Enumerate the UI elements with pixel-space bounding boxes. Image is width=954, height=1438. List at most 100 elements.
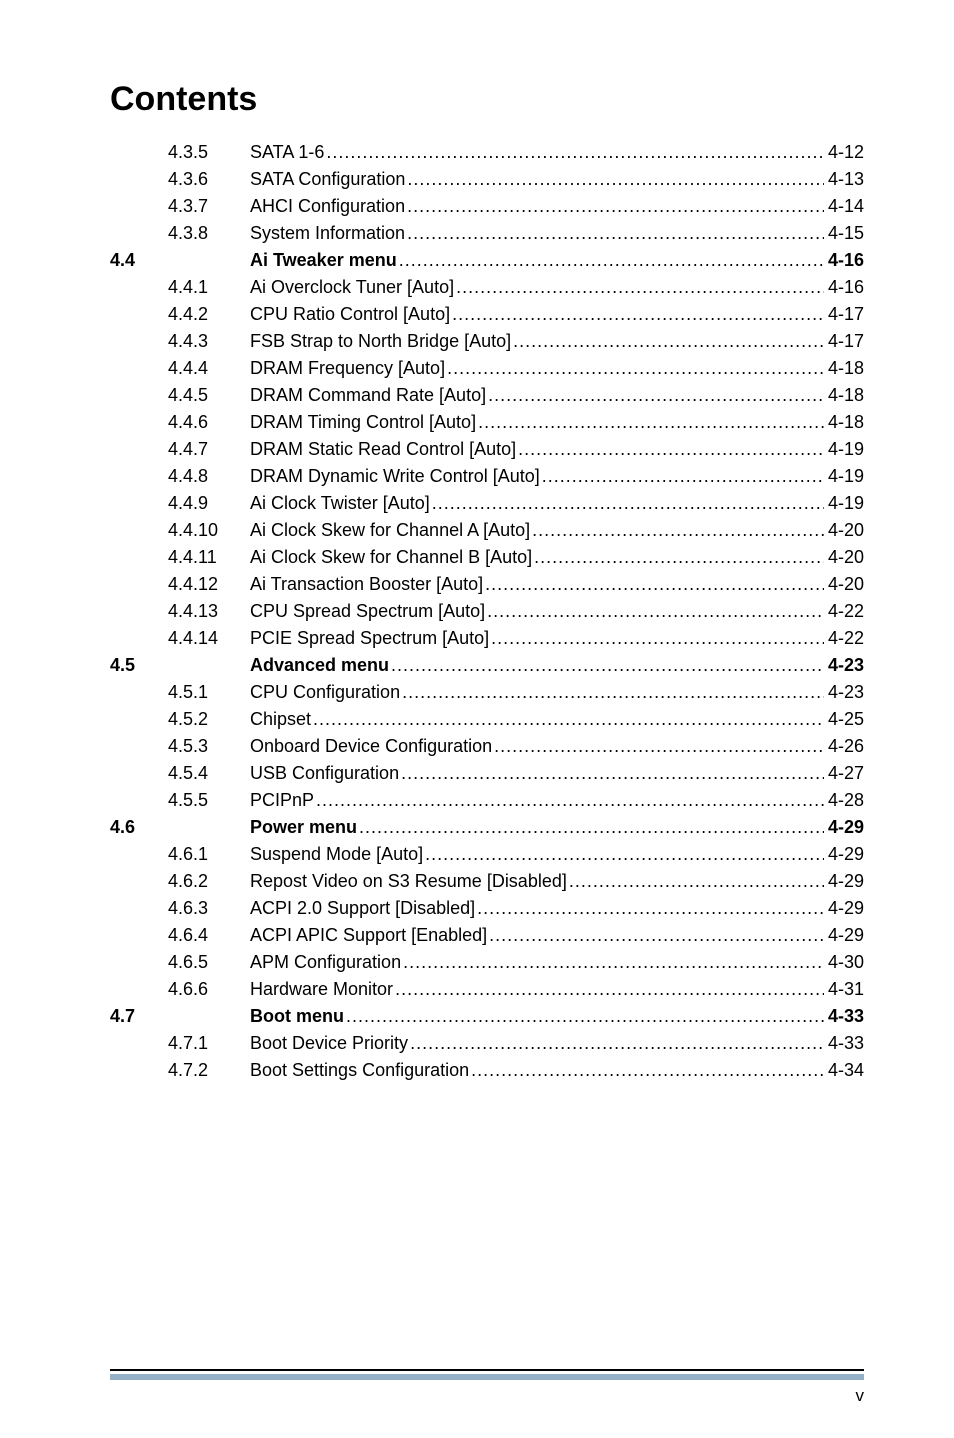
- toc-subsection-number: 4.3.7: [168, 197, 250, 215]
- toc-entry-label: APM Configuration: [250, 953, 401, 971]
- toc-leader-dots: [389, 656, 824, 674]
- toc-row: 4.6.3ACPI 2.0 Support [Disabled]4-29: [110, 899, 864, 917]
- toc-subsection-number: 4.5.1: [168, 683, 250, 701]
- toc-page-number: 4-12: [824, 143, 864, 161]
- toc-row: 4.3.5SATA 1-64-12: [110, 143, 864, 161]
- toc-leader-dots: [344, 1007, 824, 1025]
- toc-subsection-number: 4.6.5: [168, 953, 250, 971]
- toc-page-number: 4-22: [824, 602, 864, 620]
- toc-entry-label: PCIE Spread Spectrum [Auto]: [250, 629, 489, 647]
- toc-row: 4.4.3FSB Strap to North Bridge [Auto]4-1…: [110, 332, 864, 350]
- toc-page-number: 4-22: [824, 629, 864, 647]
- toc-leader-dots: [469, 1061, 824, 1079]
- toc-entry-label: SATA 1-6: [250, 143, 324, 161]
- toc-page-number: 4-23: [824, 656, 864, 674]
- toc-leader-dots: [397, 251, 824, 269]
- toc-subsection-number: 4.4.6: [168, 413, 250, 431]
- page-number: v: [856, 1386, 865, 1406]
- toc-row: 4.4.2CPU Ratio Control [Auto]4-17: [110, 305, 864, 323]
- toc-entry-label: AHCI Configuration: [250, 197, 405, 215]
- toc-row: 4.5Advanced menu4-23: [110, 656, 864, 674]
- toc-page-number: 4-29: [824, 818, 864, 836]
- toc-section-number: 4.6: [110, 818, 168, 836]
- toc-row: 4.7.1Boot Device Priority4-33: [110, 1034, 864, 1052]
- toc-row: 4.5.5PCIPnP 4-28: [110, 791, 864, 809]
- toc-page-number: 4-29: [824, 899, 864, 917]
- toc-page-number: 4-18: [824, 386, 864, 404]
- toc-subsection-number: 4.4.14: [168, 629, 250, 647]
- toc-subsection-number: 4.5.5: [168, 791, 250, 809]
- toc-page-number: 4-17: [824, 305, 864, 323]
- toc-row: 4.5.2Chipset 4-25: [110, 710, 864, 728]
- toc-page-number: 4-16: [824, 251, 864, 269]
- toc-entry-label: DRAM Command Rate [Auto]: [250, 386, 486, 404]
- toc-leader-dots: [445, 359, 824, 377]
- toc-page-number: 4-20: [824, 575, 864, 593]
- toc-page-number: 4-15: [824, 224, 864, 242]
- toc-subsection-number: 4.7.2: [168, 1061, 250, 1079]
- toc-leader-dots: [393, 980, 824, 998]
- toc-row: 4.7 Boot menu 4-33: [110, 1007, 864, 1025]
- toc-leader-dots: [487, 926, 824, 944]
- toc-page-number: 4-29: [824, 845, 864, 863]
- toc-entry-label: Ai Clock Skew for Channel B [Auto]: [250, 548, 532, 566]
- toc-leader-dots: [405, 170, 824, 188]
- toc-entry-label: Onboard Device Configuration: [250, 737, 492, 755]
- toc-entry-label: CPU Spread Spectrum [Auto]: [250, 602, 485, 620]
- toc-entry-label: Ai Clock Twister [Auto]: [250, 494, 430, 512]
- toc-subsection-number: 4.4.12: [168, 575, 250, 593]
- toc-page-number: 4-14: [824, 197, 864, 215]
- toc-page-number: 4-28: [824, 791, 864, 809]
- page-title: Contents: [110, 80, 864, 119]
- toc-leader-dots: [483, 575, 824, 593]
- toc-subsection-number: 4.6.4: [168, 926, 250, 944]
- toc-entry-label: PCIPnP: [250, 791, 314, 809]
- toc-page-number: 4-16: [824, 278, 864, 296]
- toc-leader-dots: [399, 764, 824, 782]
- toc-entry-label: Boot menu: [250, 1007, 344, 1025]
- toc-page-number: 4-30: [824, 953, 864, 971]
- toc-subsection-number: 4.5.2: [168, 710, 250, 728]
- toc-page-number: 4-17: [824, 332, 864, 350]
- toc-leader-dots: [485, 602, 824, 620]
- toc-entry-label: Ai Transaction Booster [Auto]: [250, 575, 483, 593]
- toc-subsection-number: 4.4.5: [168, 386, 250, 404]
- toc-page-number: 4-25: [824, 710, 864, 728]
- toc-row: 4.6 Power menu 4-29: [110, 818, 864, 836]
- toc-subsection-number: 4.6.6: [168, 980, 250, 998]
- toc-subsection-number: 4.5.4: [168, 764, 250, 782]
- toc-leader-dots: [516, 440, 824, 458]
- toc-page-number: 4-18: [824, 359, 864, 377]
- toc-row: 4.4.7DRAM Static Read Control [Auto]4-19: [110, 440, 864, 458]
- toc-leader-dots: [511, 332, 824, 350]
- toc-subsection-number: 4.4.2: [168, 305, 250, 323]
- toc-subsection-number: 4.3.8: [168, 224, 250, 242]
- toc-entry-label: Chipset: [250, 710, 311, 728]
- toc-page-number: 4-34: [824, 1061, 864, 1079]
- toc-row: 4.4.5DRAM Command Rate [Auto] 4-18: [110, 386, 864, 404]
- toc-section-number: 4.4: [110, 251, 168, 269]
- toc-entry-label: DRAM Timing Control [Auto]: [250, 413, 476, 431]
- toc-page-number: 4-31: [824, 980, 864, 998]
- toc-entry-label: Power menu: [250, 818, 357, 836]
- toc-row: 4.4.10Ai Clock Skew for Channel A [Auto]…: [110, 521, 864, 539]
- toc-leader-dots: [357, 818, 824, 836]
- toc-row: 4.6.5APM Configuration 4-30: [110, 953, 864, 971]
- toc-entry-label: Hardware Monitor: [250, 980, 393, 998]
- toc-row: 4.4.8DRAM Dynamic Write Control [Auto]4-…: [110, 467, 864, 485]
- toc-entry-label: Ai Clock Skew for Channel A [Auto]: [250, 521, 530, 539]
- toc-entry-label: ACPI APIC Support [Enabled]: [250, 926, 487, 944]
- toc-section-number: 4.7: [110, 1007, 168, 1025]
- toc-leader-dots: [486, 386, 824, 404]
- toc-entry-label: Repost Video on S3 Resume [Disabled]: [250, 872, 567, 890]
- toc-subsection-number: 4.4.1: [168, 278, 250, 296]
- toc-subsection-number: 4.7.1: [168, 1034, 250, 1052]
- toc-page-number: 4-18: [824, 413, 864, 431]
- toc-page-number: 4-29: [824, 872, 864, 890]
- toc-row: 4.6.1Suspend Mode [Auto]4-29: [110, 845, 864, 863]
- toc-subsection-number: 4.3.6: [168, 170, 250, 188]
- toc-entry-label: System Information: [250, 224, 405, 242]
- toc-page-number: 4-33: [824, 1007, 864, 1025]
- toc-row: 4.5.4USB Configuration4-27: [110, 764, 864, 782]
- toc-entry-label: Ai Tweaker menu: [250, 251, 397, 269]
